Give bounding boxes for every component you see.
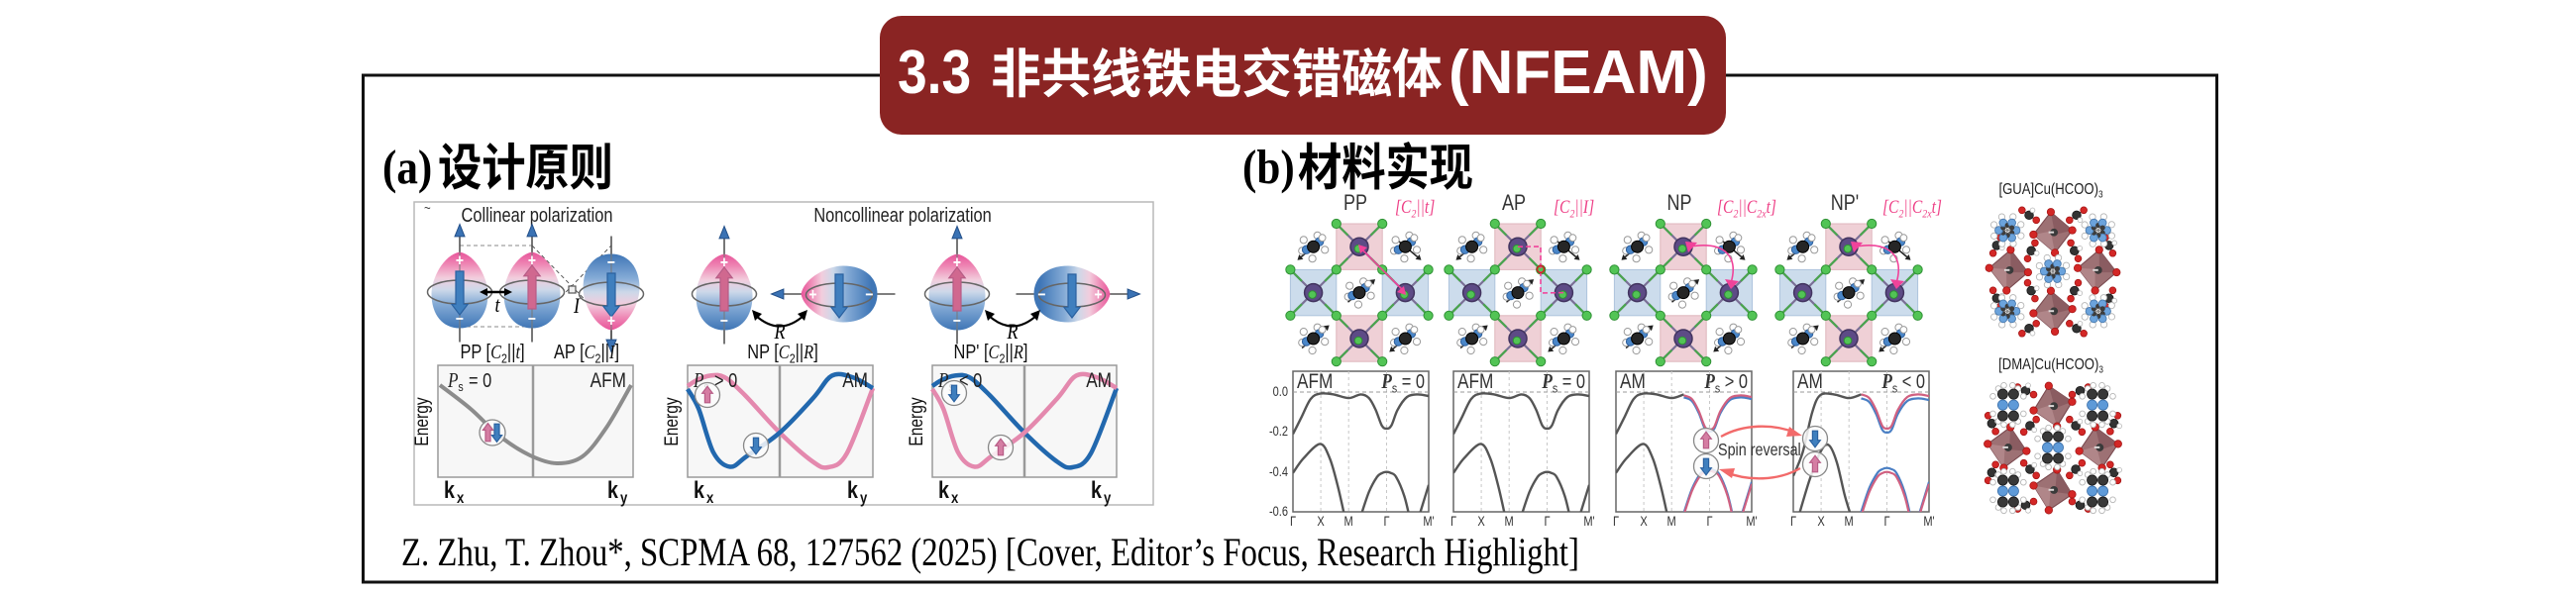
svg-text:−: − <box>865 286 873 305</box>
svg-text:+: + <box>456 251 464 270</box>
svg-text:Noncollinear polarization: Noncollinear polarization <box>813 203 991 226</box>
svg-text:−: − <box>528 310 536 329</box>
svg-text:[DMA]Cu(HCOO)3: [DMA]Cu(HCOO)3 <box>1998 356 2103 374</box>
svg-text:−: − <box>1037 286 1045 305</box>
svg-text:(NFEAM): (NFEAM) <box>1449 39 1708 107</box>
svg-text:AP [C2||I]: AP [C2||I] <box>554 340 619 365</box>
svg-text:NP [C2||R]: NP [C2||R] <box>747 340 818 365</box>
svg-text:NP' [C2||R]: NP' [C2||R] <box>954 340 1028 365</box>
svg-text:3.3: 3.3 <box>898 39 971 107</box>
svg-text:Γ: Γ <box>1883 514 1889 529</box>
svg-text:y: y <box>620 490 628 507</box>
svg-text:+: + <box>720 253 728 272</box>
svg-text:M': M' <box>1423 514 1434 529</box>
svg-text:Energy: Energy <box>906 397 927 446</box>
svg-text:Ps = 0: Ps = 0 <box>1541 369 1585 395</box>
svg-text:-0.2: -0.2 <box>1269 424 1288 439</box>
svg-text:P: P <box>447 370 459 393</box>
svg-text:Γ: Γ <box>1790 514 1796 529</box>
svg-text:= 0: = 0 <box>469 368 491 391</box>
svg-text:~: ~ <box>424 200 431 216</box>
svg-text:P: P <box>693 370 704 393</box>
svg-text:R: R <box>774 320 786 344</box>
svg-text:AFM: AFM <box>590 370 626 393</box>
svg-text:x: x <box>457 490 465 507</box>
svg-text:Γ: Γ <box>1613 514 1619 529</box>
svg-text:X: X <box>1817 514 1824 529</box>
svg-text:NP: NP <box>1666 191 1691 215</box>
svg-text:PP: PP <box>1343 191 1367 215</box>
svg-text:M': M' <box>1923 514 1934 529</box>
svg-text:k: k <box>694 476 705 503</box>
svg-text:Γ: Γ <box>1706 514 1712 529</box>
svg-text:Collinear polarization: Collinear polarization <box>462 203 613 226</box>
svg-text:Γ: Γ <box>1290 514 1296 529</box>
svg-text:AM: AM <box>1620 371 1646 394</box>
svg-text:Ps > 0: Ps > 0 <box>1703 369 1748 395</box>
svg-text:y: y <box>860 490 868 507</box>
svg-text:t: t <box>494 293 499 317</box>
svg-text:X: X <box>1477 514 1484 529</box>
svg-text:Γ: Γ <box>1544 514 1550 529</box>
svg-text:+: + <box>953 253 961 272</box>
svg-text:[C2||t]: [C2||t] <box>1395 197 1435 221</box>
svg-text:Ps = 0: Ps = 0 <box>1380 369 1425 395</box>
svg-text:R: R <box>1007 320 1019 344</box>
svg-text:M: M <box>1845 514 1854 529</box>
svg-text:Z. Zhu, T. Zhou*, SCPMA 68, 12: Z. Zhu, T. Zhou*, SCPMA 68, 127562 (2025… <box>401 530 1579 574</box>
svg-text:[C2||I]: [C2||I] <box>1554 197 1594 221</box>
svg-text:[GUA]Cu(HCOO)3: [GUA]Cu(HCOO)3 <box>1998 181 2102 199</box>
svg-text:PP [C2||t]: PP [C2||t] <box>460 340 524 365</box>
svg-text:AP: AP <box>1502 191 1526 215</box>
svg-text:M': M' <box>1746 514 1757 529</box>
svg-text:y: y <box>1104 490 1112 507</box>
svg-text:k: k <box>938 476 950 503</box>
svg-text:−: − <box>953 312 961 331</box>
svg-text:x: x <box>951 490 959 507</box>
svg-text:−: − <box>607 253 615 272</box>
svg-text:−: − <box>456 310 464 329</box>
svg-text:AM: AM <box>1797 371 1823 394</box>
svg-text:M': M' <box>1583 514 1594 529</box>
svg-text:Ps < 0: Ps < 0 <box>1880 369 1925 395</box>
svg-text:Spin reversal: Spin reversal <box>1718 442 1801 460</box>
svg-text:[C2||C2xt]: [C2||C2xt] <box>1717 197 1776 221</box>
svg-text:Γ: Γ <box>1383 514 1389 529</box>
svg-text:x: x <box>706 490 714 507</box>
svg-text:+: + <box>1094 286 1102 305</box>
svg-text:M: M <box>1344 514 1353 529</box>
svg-text:+: + <box>607 312 615 331</box>
svg-text:NP': NP' <box>1831 191 1859 215</box>
svg-text:[C2||C2xt]: [C2||C2xt] <box>1882 197 1942 221</box>
svg-text:I: I <box>573 294 581 318</box>
svg-text:k: k <box>444 476 456 503</box>
svg-text:M: M <box>1505 514 1514 529</box>
svg-text:P: P <box>937 370 949 393</box>
svg-text:X: X <box>1317 514 1324 529</box>
svg-text:(a): (a) <box>382 140 432 193</box>
svg-text:k: k <box>1091 476 1103 503</box>
svg-text:AM: AM <box>1086 370 1112 393</box>
svg-text:s: s <box>458 379 463 394</box>
svg-text:k: k <box>607 476 619 503</box>
svg-text:+: + <box>808 286 816 305</box>
svg-text:k: k <box>847 476 859 503</box>
svg-text:-0.6: -0.6 <box>1269 504 1288 519</box>
svg-text:−: − <box>720 312 728 331</box>
svg-text:Energy: Energy <box>411 397 433 446</box>
svg-text:X: X <box>1640 514 1647 529</box>
svg-text:+: + <box>528 251 536 270</box>
svg-text:Energy: Energy <box>661 397 683 446</box>
svg-text:(b): (b) <box>1242 140 1295 193</box>
svg-text:Γ: Γ <box>1450 514 1456 529</box>
svg-text:0.0: 0.0 <box>1273 384 1288 399</box>
svg-text:AFM: AFM <box>1457 371 1493 394</box>
svg-text:-0.4: -0.4 <box>1269 464 1288 479</box>
svg-text:M: M <box>1667 514 1676 529</box>
svg-text:AM: AM <box>842 370 868 393</box>
svg-text:> 0: > 0 <box>714 368 737 391</box>
svg-text:AFM: AFM <box>1297 371 1333 394</box>
